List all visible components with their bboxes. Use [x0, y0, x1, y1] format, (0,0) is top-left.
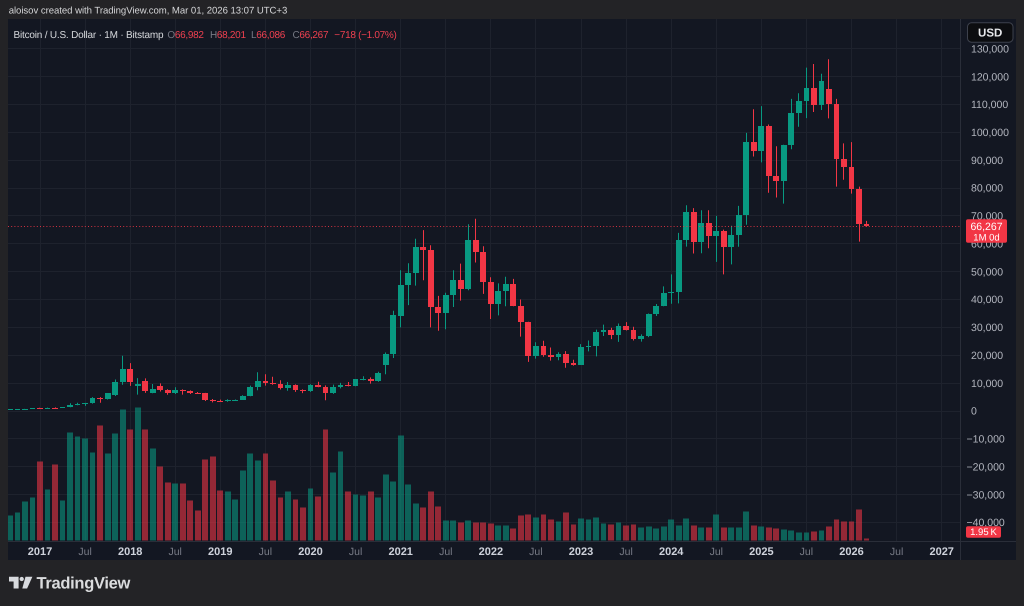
- svg-text:0: 0: [971, 406, 977, 418]
- svg-text:USD: USD: [978, 28, 1002, 40]
- svg-text:2025: 2025: [749, 546, 773, 558]
- svg-text:2019: 2019: [208, 546, 232, 558]
- svg-text:80,000: 80,000: [971, 183, 1003, 195]
- svg-text:1.95 K: 1.95 K: [970, 527, 997, 538]
- svg-text:Jul: Jul: [168, 546, 181, 558]
- svg-text:O66,982: O66,982: [167, 30, 204, 41]
- svg-text:2022: 2022: [479, 546, 503, 558]
- svg-text:Jul: Jul: [710, 546, 723, 558]
- svg-text:−30,000: −30,000: [967, 489, 1005, 501]
- svg-text:Jul: Jul: [259, 546, 272, 558]
- svg-text:2021: 2021: [388, 546, 412, 558]
- svg-text:Bitcoin / U.S. Dollar · 1M · B: Bitcoin / U.S. Dollar · 1M · Bitstamp: [14, 30, 164, 41]
- svg-text:2020: 2020: [298, 546, 322, 558]
- svg-text:−10,000: −10,000: [967, 434, 1005, 446]
- svg-text:2018: 2018: [118, 546, 142, 558]
- svg-text:aloisov created with TradingVi: aloisov created with TradingView.com, Ma…: [9, 6, 288, 17]
- svg-text:C66,267: C66,267: [293, 30, 329, 41]
- svg-text:Jul: Jul: [349, 546, 362, 558]
- svg-text:2027: 2027: [929, 546, 953, 558]
- svg-text:130,000: 130,000: [971, 43, 1009, 55]
- svg-text:20,000: 20,000: [971, 350, 1003, 362]
- svg-text:Jul: Jul: [800, 546, 813, 558]
- svg-text:120,000: 120,000: [971, 71, 1009, 83]
- svg-text:−718 (−1.07%): −718 (−1.07%): [334, 30, 396, 41]
- svg-text:2017: 2017: [28, 546, 52, 558]
- svg-text:2024: 2024: [659, 546, 684, 558]
- svg-text:−20,000: −20,000: [967, 461, 1005, 473]
- svg-text:1M 0d: 1M 0d: [973, 233, 999, 244]
- svg-text:10,000: 10,000: [971, 378, 1003, 390]
- svg-text:66,267: 66,267: [970, 221, 1002, 233]
- svg-text:2023: 2023: [569, 546, 593, 558]
- svg-text:90,000: 90,000: [971, 155, 1003, 167]
- svg-text:40,000: 40,000: [971, 294, 1003, 306]
- svg-text:50,000: 50,000: [971, 266, 1003, 278]
- svg-text:Jul: Jul: [619, 546, 632, 558]
- svg-text:100,000: 100,000: [971, 127, 1009, 139]
- svg-text:Jul: Jul: [529, 546, 542, 558]
- svg-text:L66,086: L66,086: [251, 30, 286, 41]
- svg-text:H68,201: H68,201: [210, 30, 246, 41]
- svg-text:Jul: Jul: [78, 546, 91, 558]
- svg-text:Jul: Jul: [439, 546, 452, 558]
- svg-text:2026: 2026: [839, 546, 863, 558]
- svg-text:30,000: 30,000: [971, 322, 1003, 334]
- svg-text:Jul: Jul: [890, 546, 903, 558]
- svg-text:110,000: 110,000: [971, 99, 1008, 111]
- svg-text:TradingView: TradingView: [37, 575, 131, 593]
